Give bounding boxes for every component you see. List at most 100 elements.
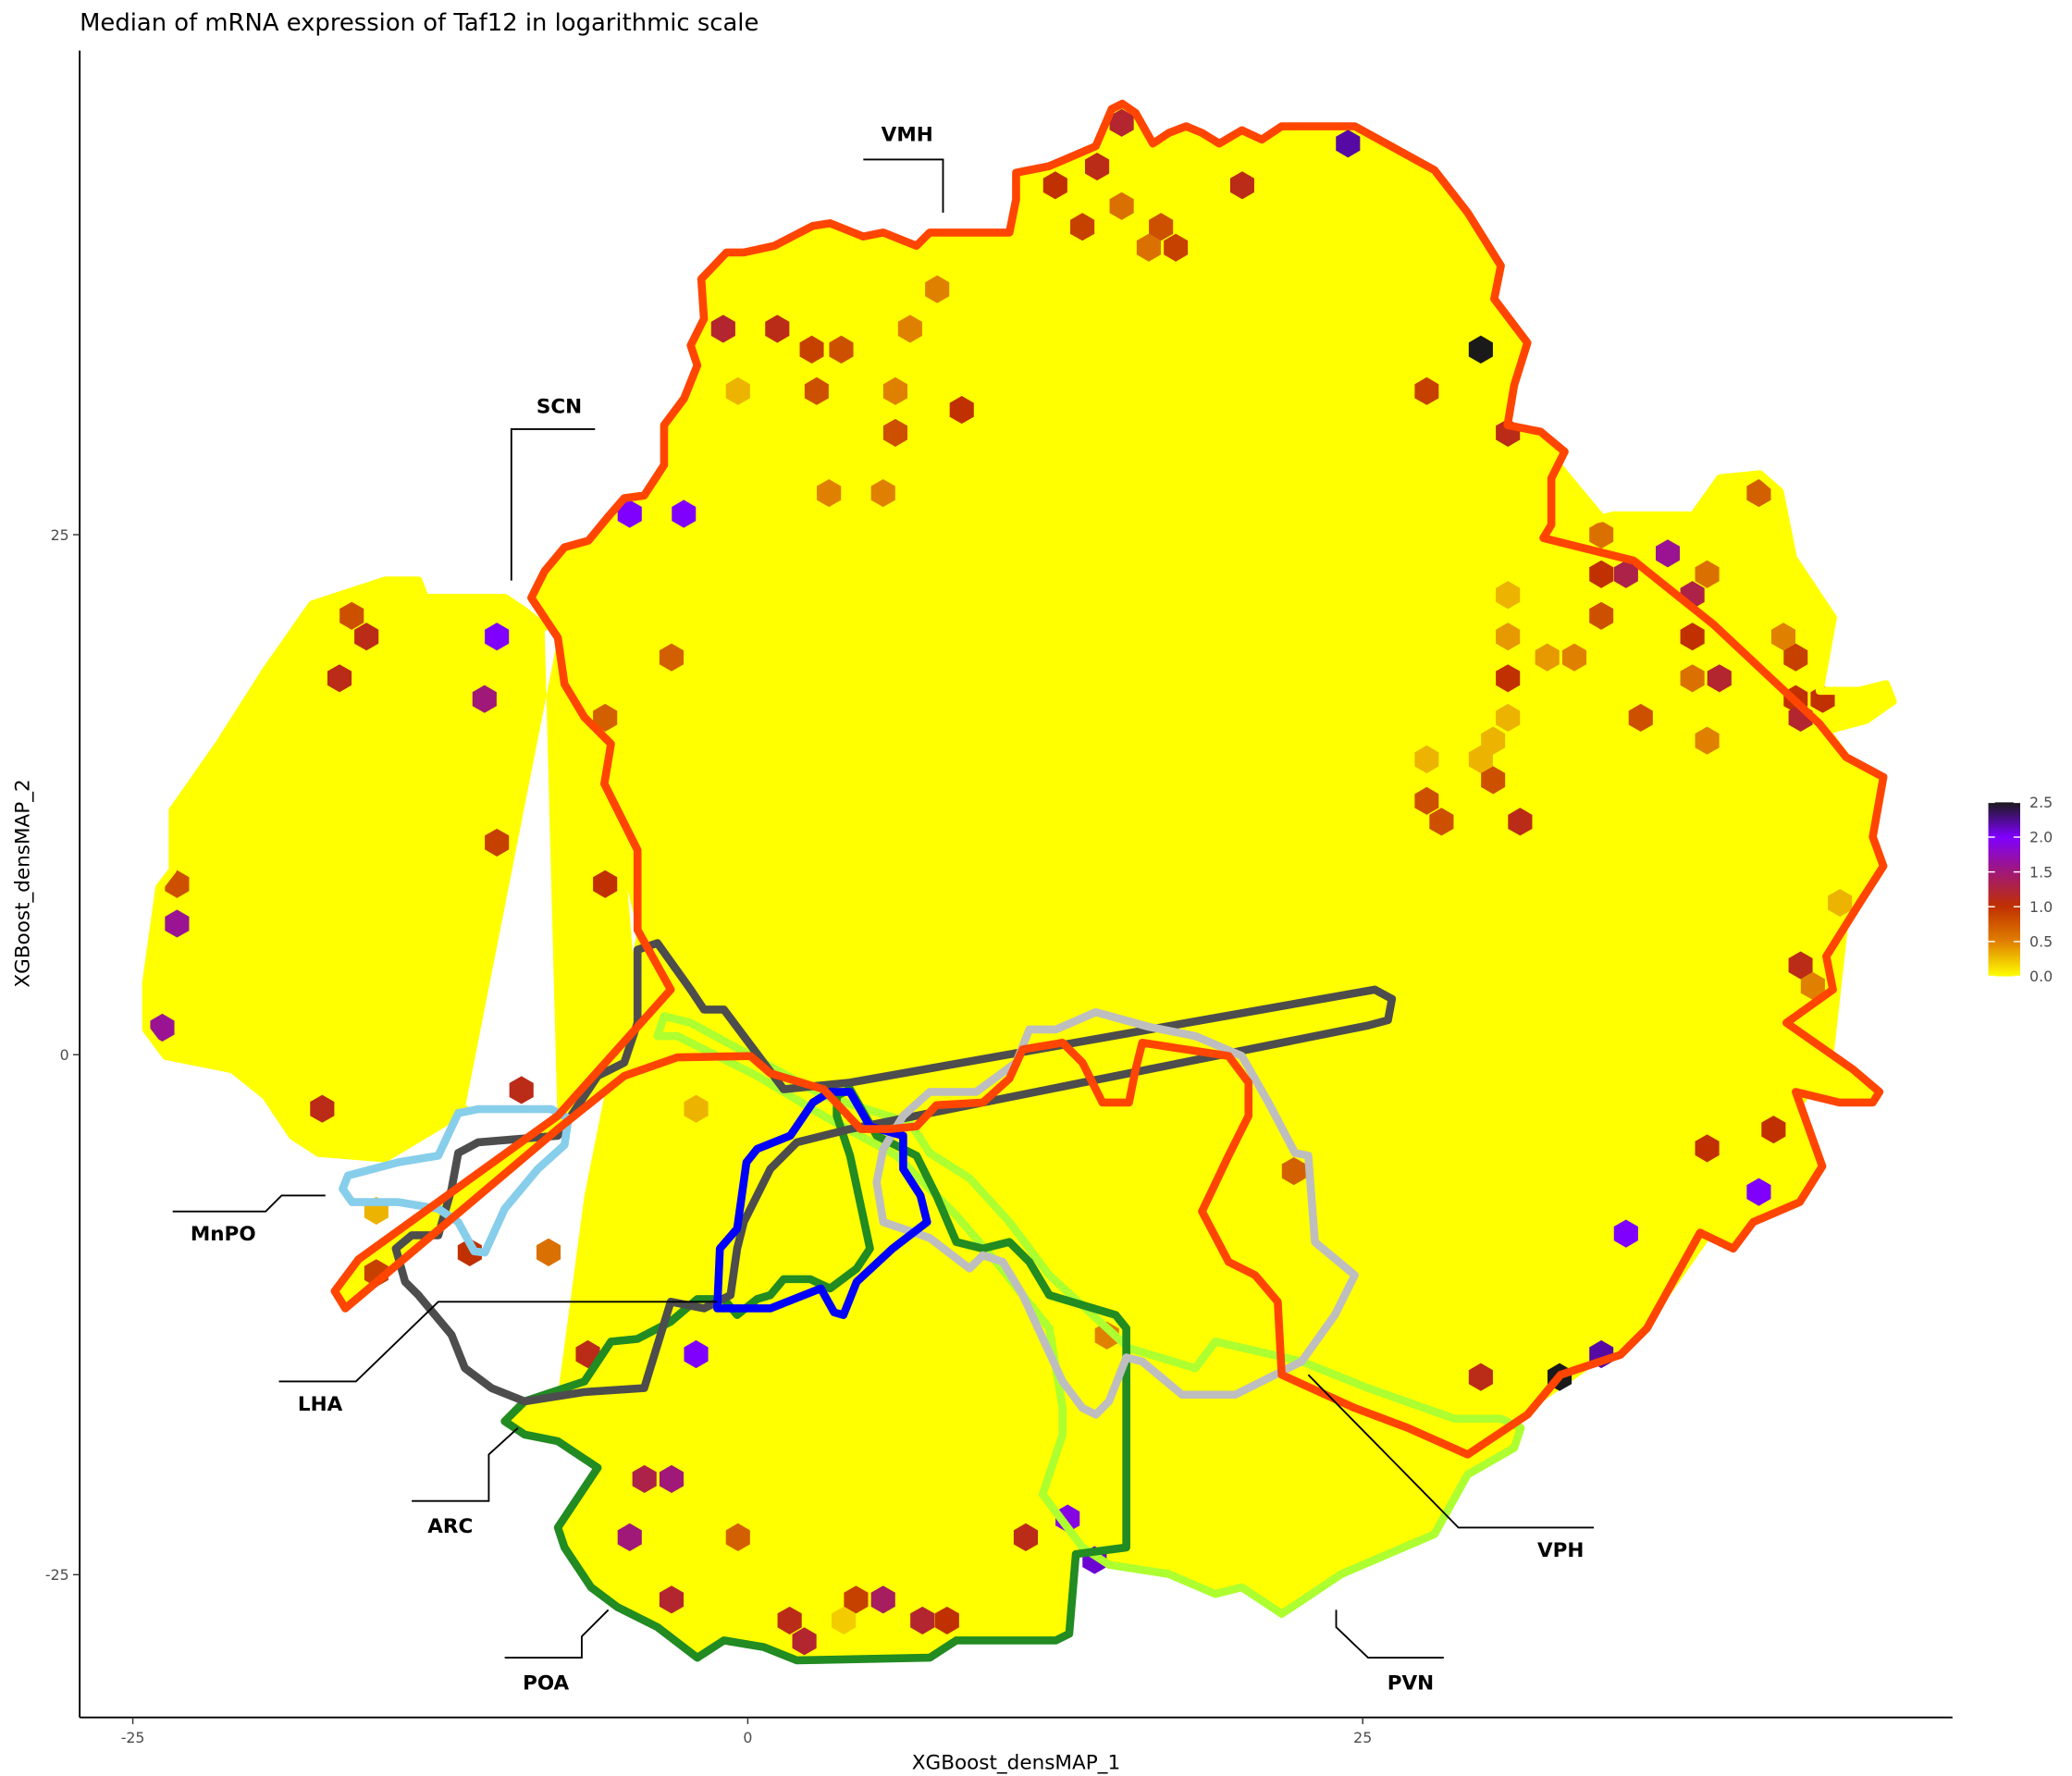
hex-bin — [1164, 233, 1189, 262]
hex-bin — [870, 1585, 895, 1614]
legend-tick-label: 1.5 — [2029, 863, 2053, 881]
hex-bin — [1429, 808, 1454, 836]
hex-bin — [165, 909, 190, 938]
hex-bin — [485, 828, 510, 857]
hex-bin — [1229, 171, 1254, 200]
legend-tick-label: 2.5 — [2029, 794, 2053, 811]
x-axis-title: XGBoost_densMAP_1 — [912, 1752, 1120, 1775]
hex-bin — [777, 1606, 802, 1634]
hex-bin — [1535, 643, 1560, 672]
label-leaders — [172, 158, 1595, 1659]
hex-bin — [710, 314, 735, 343]
hex-bin — [1414, 376, 1439, 405]
hex-bin — [1695, 726, 1720, 755]
hex-bin — [832, 1606, 857, 1634]
hex-bin — [882, 418, 908, 447]
leader-poa — [504, 1609, 610, 1659]
hex-bin — [1468, 335, 1493, 364]
hex-bin — [150, 1013, 175, 1042]
hex-bin — [1613, 1219, 1638, 1248]
region-label-arc: ARC — [427, 1515, 473, 1538]
hex-bin — [1783, 643, 1808, 672]
hex-bin — [1496, 623, 1521, 651]
x-tick-label: -25 — [121, 1729, 145, 1746]
hex-bin — [725, 376, 750, 405]
hex-bin — [1109, 108, 1134, 137]
region-labels: VMH SCN MnPO LHA ARC POA PVN VPH — [191, 123, 1585, 1695]
region-contours — [142, 99, 1897, 1665]
axis-ticks: -25 -25 0 0 25 25 — [45, 526, 1372, 1746]
hex-bin — [1561, 643, 1587, 672]
region-label-vph: VPH — [1537, 1539, 1584, 1562]
legend-tick-label: 0.5 — [2029, 933, 2053, 951]
hex-bin — [1070, 213, 1095, 241]
hex-bin — [327, 664, 352, 693]
hex-bin — [1828, 889, 1853, 918]
region-label-lha: LHA — [298, 1393, 343, 1416]
hex-bin — [485, 623, 510, 651]
hex-bin — [725, 1523, 750, 1551]
hex-bin — [799, 335, 824, 364]
hex-bin — [1695, 1134, 1720, 1163]
hex-bin — [1481, 766, 1506, 795]
hex-bin — [617, 1523, 642, 1551]
hex-bin — [310, 1094, 335, 1123]
contour-arc — [500, 1085, 1130, 1665]
hex-bin — [1013, 1523, 1039, 1551]
tissue-fill-arc — [504, 1089, 1127, 1660]
hex-layer — [150, 108, 1853, 1656]
leader-vmh — [863, 158, 944, 213]
hex-bin — [910, 1606, 935, 1634]
y-tick-label: 25 — [51, 526, 69, 544]
y-tick-label: -25 — [45, 1566, 69, 1584]
y-axis-title: XGBoost_densMAP_2 — [12, 779, 35, 987]
hex-bin — [593, 703, 618, 732]
legend-colorbar — [1988, 802, 2020, 977]
hex-bin — [882, 376, 908, 405]
hex-bin — [1481, 726, 1506, 755]
tissue-fill-left — [145, 580, 638, 1159]
hex-bin — [1336, 130, 1361, 158]
hex-bin — [1281, 1157, 1306, 1186]
hex-bin — [934, 1606, 959, 1634]
hex-bin — [509, 1076, 534, 1104]
legend-tick-label: 0.0 — [2029, 968, 2053, 985]
contour-blue — [713, 1088, 931, 1319]
region-label-vmh: VMH — [882, 123, 933, 146]
hex-bin — [1496, 703, 1521, 732]
hex-bin — [1414, 786, 1439, 815]
hex-bin — [339, 601, 364, 630]
hex-bin — [817, 479, 842, 508]
region-label-mnpo: MnPO — [191, 1223, 256, 1246]
hex-bin — [659, 1464, 684, 1494]
hex-bin — [1707, 664, 1732, 693]
hex-bin — [949, 396, 974, 425]
hex-bin — [804, 376, 829, 405]
hex-bin — [1468, 1363, 1493, 1391]
hex-bin — [684, 1094, 709, 1123]
hex-bin — [844, 1585, 869, 1614]
contour-vmh — [330, 99, 1888, 1459]
hex-bin — [617, 500, 642, 528]
hex-bin — [1508, 808, 1533, 836]
tissue-fill — [145, 104, 1893, 1660]
hex-bin — [1628, 703, 1653, 732]
hex-bin — [1496, 581, 1521, 610]
leader-mnpo — [172, 1194, 326, 1213]
hex-bin — [1149, 213, 1174, 241]
hex-bin — [870, 479, 895, 508]
hex-bin — [1589, 560, 1614, 588]
leader-scn — [510, 427, 596, 581]
hex-bin — [1680, 664, 1705, 693]
hex-bin — [1746, 1178, 1771, 1206]
chart-title: Median of mRNA expression of Taf12 in lo… — [80, 9, 758, 37]
hex-bin — [354, 623, 379, 651]
color-legend: 0.0 0.5 1.0 1.5 2.0 2.5 — [1988, 794, 2053, 985]
hex-bin — [1746, 479, 1771, 508]
hex-bin — [659, 1585, 684, 1614]
hex-bin — [1589, 520, 1614, 549]
leader-vph — [1307, 1374, 1595, 1529]
hex-bin — [1042, 171, 1067, 200]
y-tick-label: 0 — [60, 1046, 69, 1064]
